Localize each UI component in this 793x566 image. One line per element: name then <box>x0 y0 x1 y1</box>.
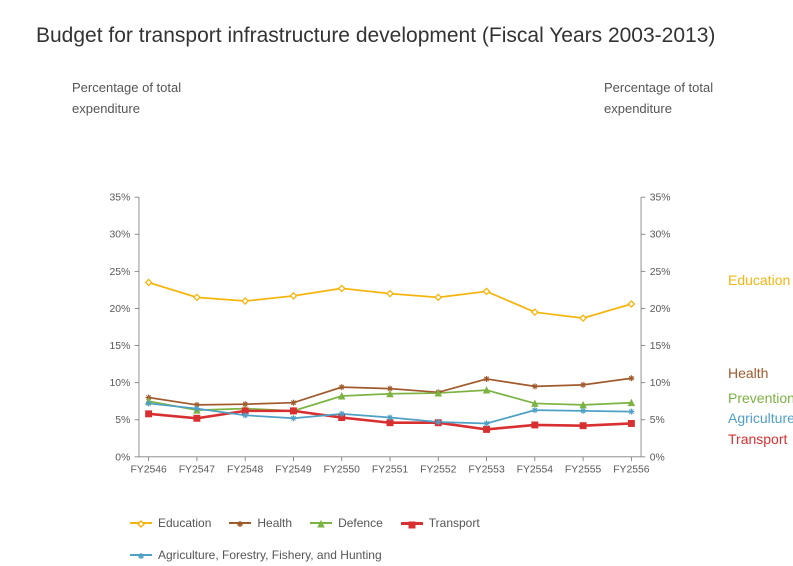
legend-item-education: Education <box>130 516 211 530</box>
series-end-label-education: Education <box>728 272 790 288</box>
y-tick-label: 0% <box>115 452 130 463</box>
right-axis-caption-text: Percentage of totalexpenditure <box>604 80 713 116</box>
y-tick-label: 20% <box>110 304 131 315</box>
legend-item-health: Health <box>229 516 292 530</box>
legend-swatch-education <box>130 522 152 524</box>
series-line-education <box>149 282 632 318</box>
legend-swatch-health <box>229 522 251 524</box>
page: Budget for transport infrastructure deve… <box>0 0 793 566</box>
y-tick-label: 10% <box>110 378 131 389</box>
y-tick-label-right: 10% <box>650 378 671 389</box>
y-tick-label: 25% <box>110 267 131 278</box>
legend-item-agriculture: Agriculture, Forestry, Fishery, and Hunt… <box>130 548 382 562</box>
y-tick-label: 15% <box>110 341 131 352</box>
y-tick-label-right: 35% <box>650 193 671 204</box>
legend-label: Health <box>257 516 292 530</box>
y-tick-label: 35% <box>110 193 131 204</box>
legend-label: Agriculture, Forestry, Fishery, and Hunt… <box>158 548 382 562</box>
legend-swatch-defence <box>310 522 332 524</box>
y-tick-label-right: 0% <box>650 452 665 463</box>
series-end-label-agriculture: Agriculture <box>728 410 793 426</box>
y-tick-label-right: 20% <box>650 304 671 315</box>
y-tick-label: 30% <box>110 230 131 241</box>
y-tick-label: 5% <box>115 415 130 426</box>
series-end-label-health: Health <box>728 365 768 381</box>
line-chart: 0% 0% 5% 5% 10% 10% 15% 15% 20% 20% 25% 25% 30% 30% 35… <box>100 170 680 470</box>
left-axis-caption-text: Percentage of totalexpenditure <box>72 80 181 116</box>
x-tick-label: FY2550 <box>324 464 361 475</box>
legend-label: Transport <box>429 516 480 530</box>
series-end-label-defence: Prevention <box>728 390 793 406</box>
legend-label: Education <box>158 516 211 530</box>
x-tick-label: FY2554 <box>517 464 554 475</box>
legend-item-transport: Transport <box>401 516 480 530</box>
x-tick-label: FY2551 <box>372 464 409 475</box>
x-tick-label: FY2555 <box>565 464 602 475</box>
legend-label: Defence <box>338 516 383 530</box>
legend-swatch-agriculture <box>130 554 152 556</box>
x-tick-label: FY2556 <box>613 464 650 475</box>
left-axis-caption: Percentage of totalexpenditure <box>72 78 181 120</box>
x-tick-label: FY2547 <box>179 464 216 475</box>
y-tick-label-right: 25% <box>650 267 671 278</box>
x-tick-label: FY2548 <box>227 464 264 475</box>
legend: Education Health Defence Transport Agricultu… <box>130 516 690 562</box>
x-tick-label: FY2549 <box>275 464 312 475</box>
x-tick-label: FY2553 <box>468 464 505 475</box>
y-tick-label-right: 15% <box>650 341 671 352</box>
right-axis-caption: Percentage of totalexpenditure <box>604 78 713 120</box>
y-tick-label-right: 5% <box>650 415 665 426</box>
x-tick-label: FY2552 <box>420 464 457 475</box>
legend-item-defence: Defence <box>310 516 383 530</box>
x-tick-label: FY2546 <box>130 464 167 475</box>
series-end-label-transport: Transport <box>728 431 787 447</box>
legend-swatch-transport <box>401 522 423 525</box>
chart-title: Budget for transport infrastructure deve… <box>36 24 763 48</box>
y-tick-label-right: 30% <box>650 230 671 241</box>
